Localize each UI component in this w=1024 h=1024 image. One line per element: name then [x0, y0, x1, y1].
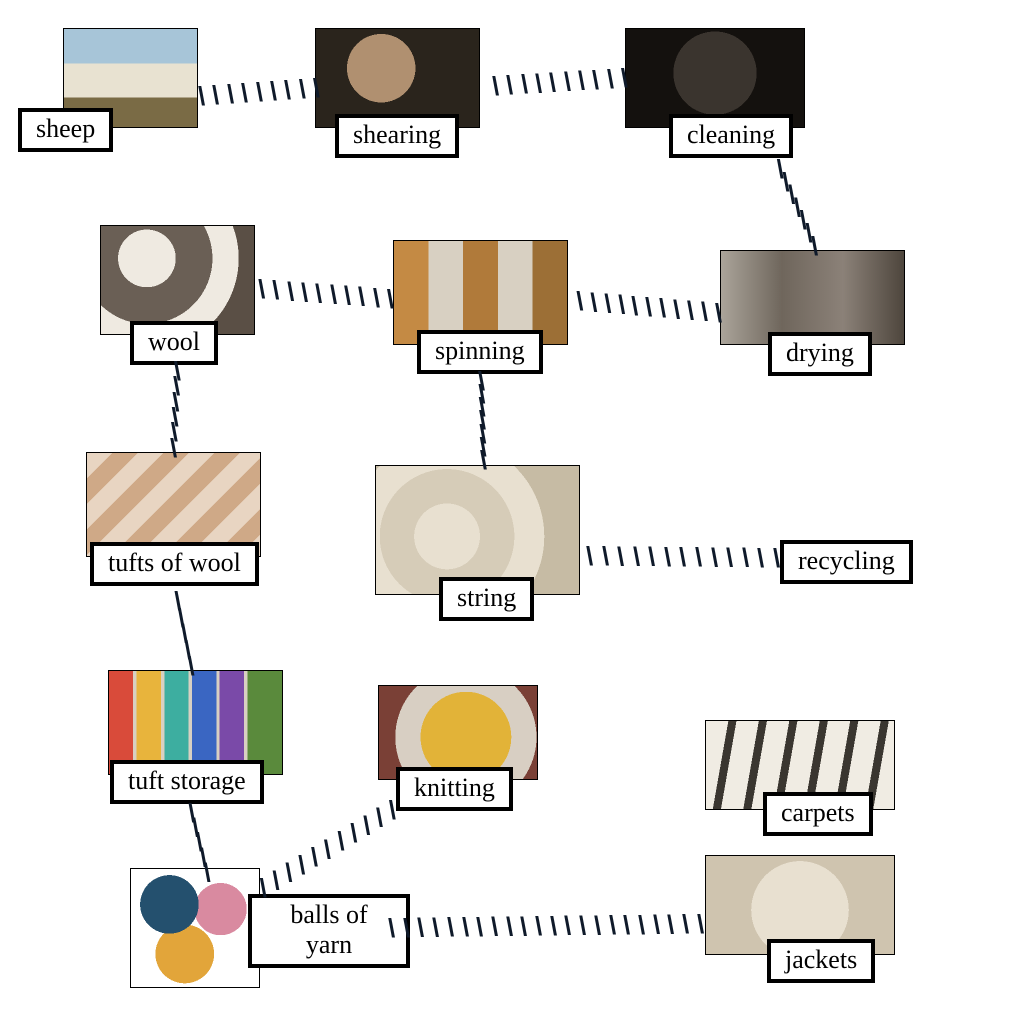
connector-wool-tufts: \\\\\\	[159, 369, 189, 450]
connector-tufts-tuft_storage: \\\\\	[163, 597, 202, 670]
image-cleaning	[625, 28, 805, 128]
connector-shearing-cleaning: \\\\\\\\\\	[491, 65, 625, 99]
label-cleaning: cleaning	[669, 114, 793, 158]
image-drying	[720, 250, 905, 345]
label-shearing: shearing	[335, 114, 459, 158]
connector-spinning-string: \\\\\\\	[467, 380, 495, 463]
label-tuft-storage: tuft storage	[110, 760, 264, 804]
label-jackets: jackets	[767, 939, 875, 983]
label-tufts: tufts of wool	[90, 542, 259, 586]
label-balls: balls ofyarn	[248, 894, 410, 968]
connector-spinning-wool: \\\\\\\\\\	[257, 277, 391, 313]
node-drying	[720, 250, 905, 345]
connector-string-recycling: \\\\\\\\\\\\\	[586, 543, 776, 571]
connector-balls-jackets: \\\\\\\\\\\\\\\\\\\\\\	[388, 911, 700, 941]
node-string	[375, 465, 580, 595]
node-balls	[130, 868, 260, 988]
image-wool	[100, 225, 255, 335]
node-knitting	[378, 685, 538, 780]
image-shearing	[315, 28, 480, 128]
node-cleaning	[625, 28, 805, 128]
image-string	[375, 465, 580, 595]
label-recycling: recycling	[780, 540, 913, 584]
label-carpets: carpets	[763, 792, 873, 836]
label-drying: drying	[768, 332, 872, 376]
node-wool	[100, 225, 255, 335]
label-string: string	[439, 577, 534, 621]
connector-drying-spinning: \\\\\\\\\\\	[575, 289, 719, 327]
node-shearing	[315, 28, 480, 128]
connector-knitting-balls: \\\\\\\\\\\	[253, 799, 398, 901]
connector-tuft_storage-balls: \\\\\	[177, 809, 218, 877]
label-sheep: sheep	[18, 108, 113, 152]
image-knitting	[378, 685, 538, 780]
label-knitting: knitting	[396, 767, 513, 811]
image-balls	[130, 868, 260, 988]
connector-sheep-shearing: \\\\\\\\\	[197, 75, 317, 109]
connector-cleaning-drying: \\\\\\\	[766, 163, 826, 254]
